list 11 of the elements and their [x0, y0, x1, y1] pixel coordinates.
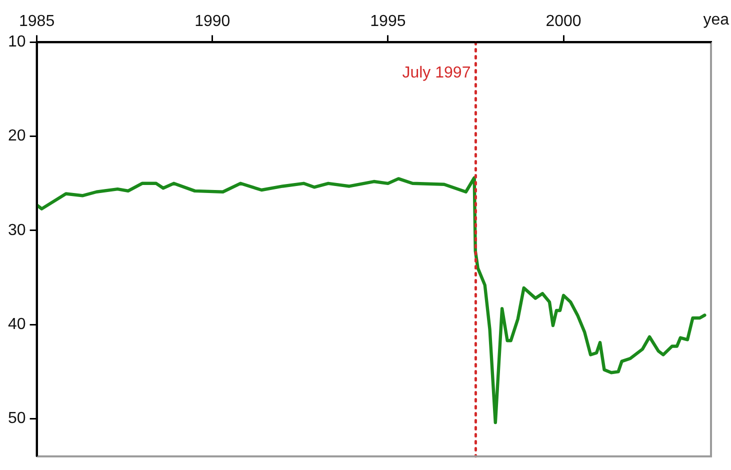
- y-tick-label: 10: [8, 34, 26, 51]
- y-tick-label: 20: [8, 128, 26, 145]
- x-tick-label: 1995: [370, 13, 406, 30]
- x-axis-title: yea: [703, 12, 730, 29]
- x-tick-label: 2000: [546, 13, 582, 30]
- x-tick-label: 1990: [194, 13, 230, 30]
- x-tick-label: 1985: [19, 13, 55, 30]
- y-tick-label: 40: [8, 316, 26, 334]
- y-tick-label: 50: [8, 410, 26, 428]
- y-tick-label: 30: [8, 222, 26, 239]
- ref-line-label: July 1997: [402, 64, 471, 82]
